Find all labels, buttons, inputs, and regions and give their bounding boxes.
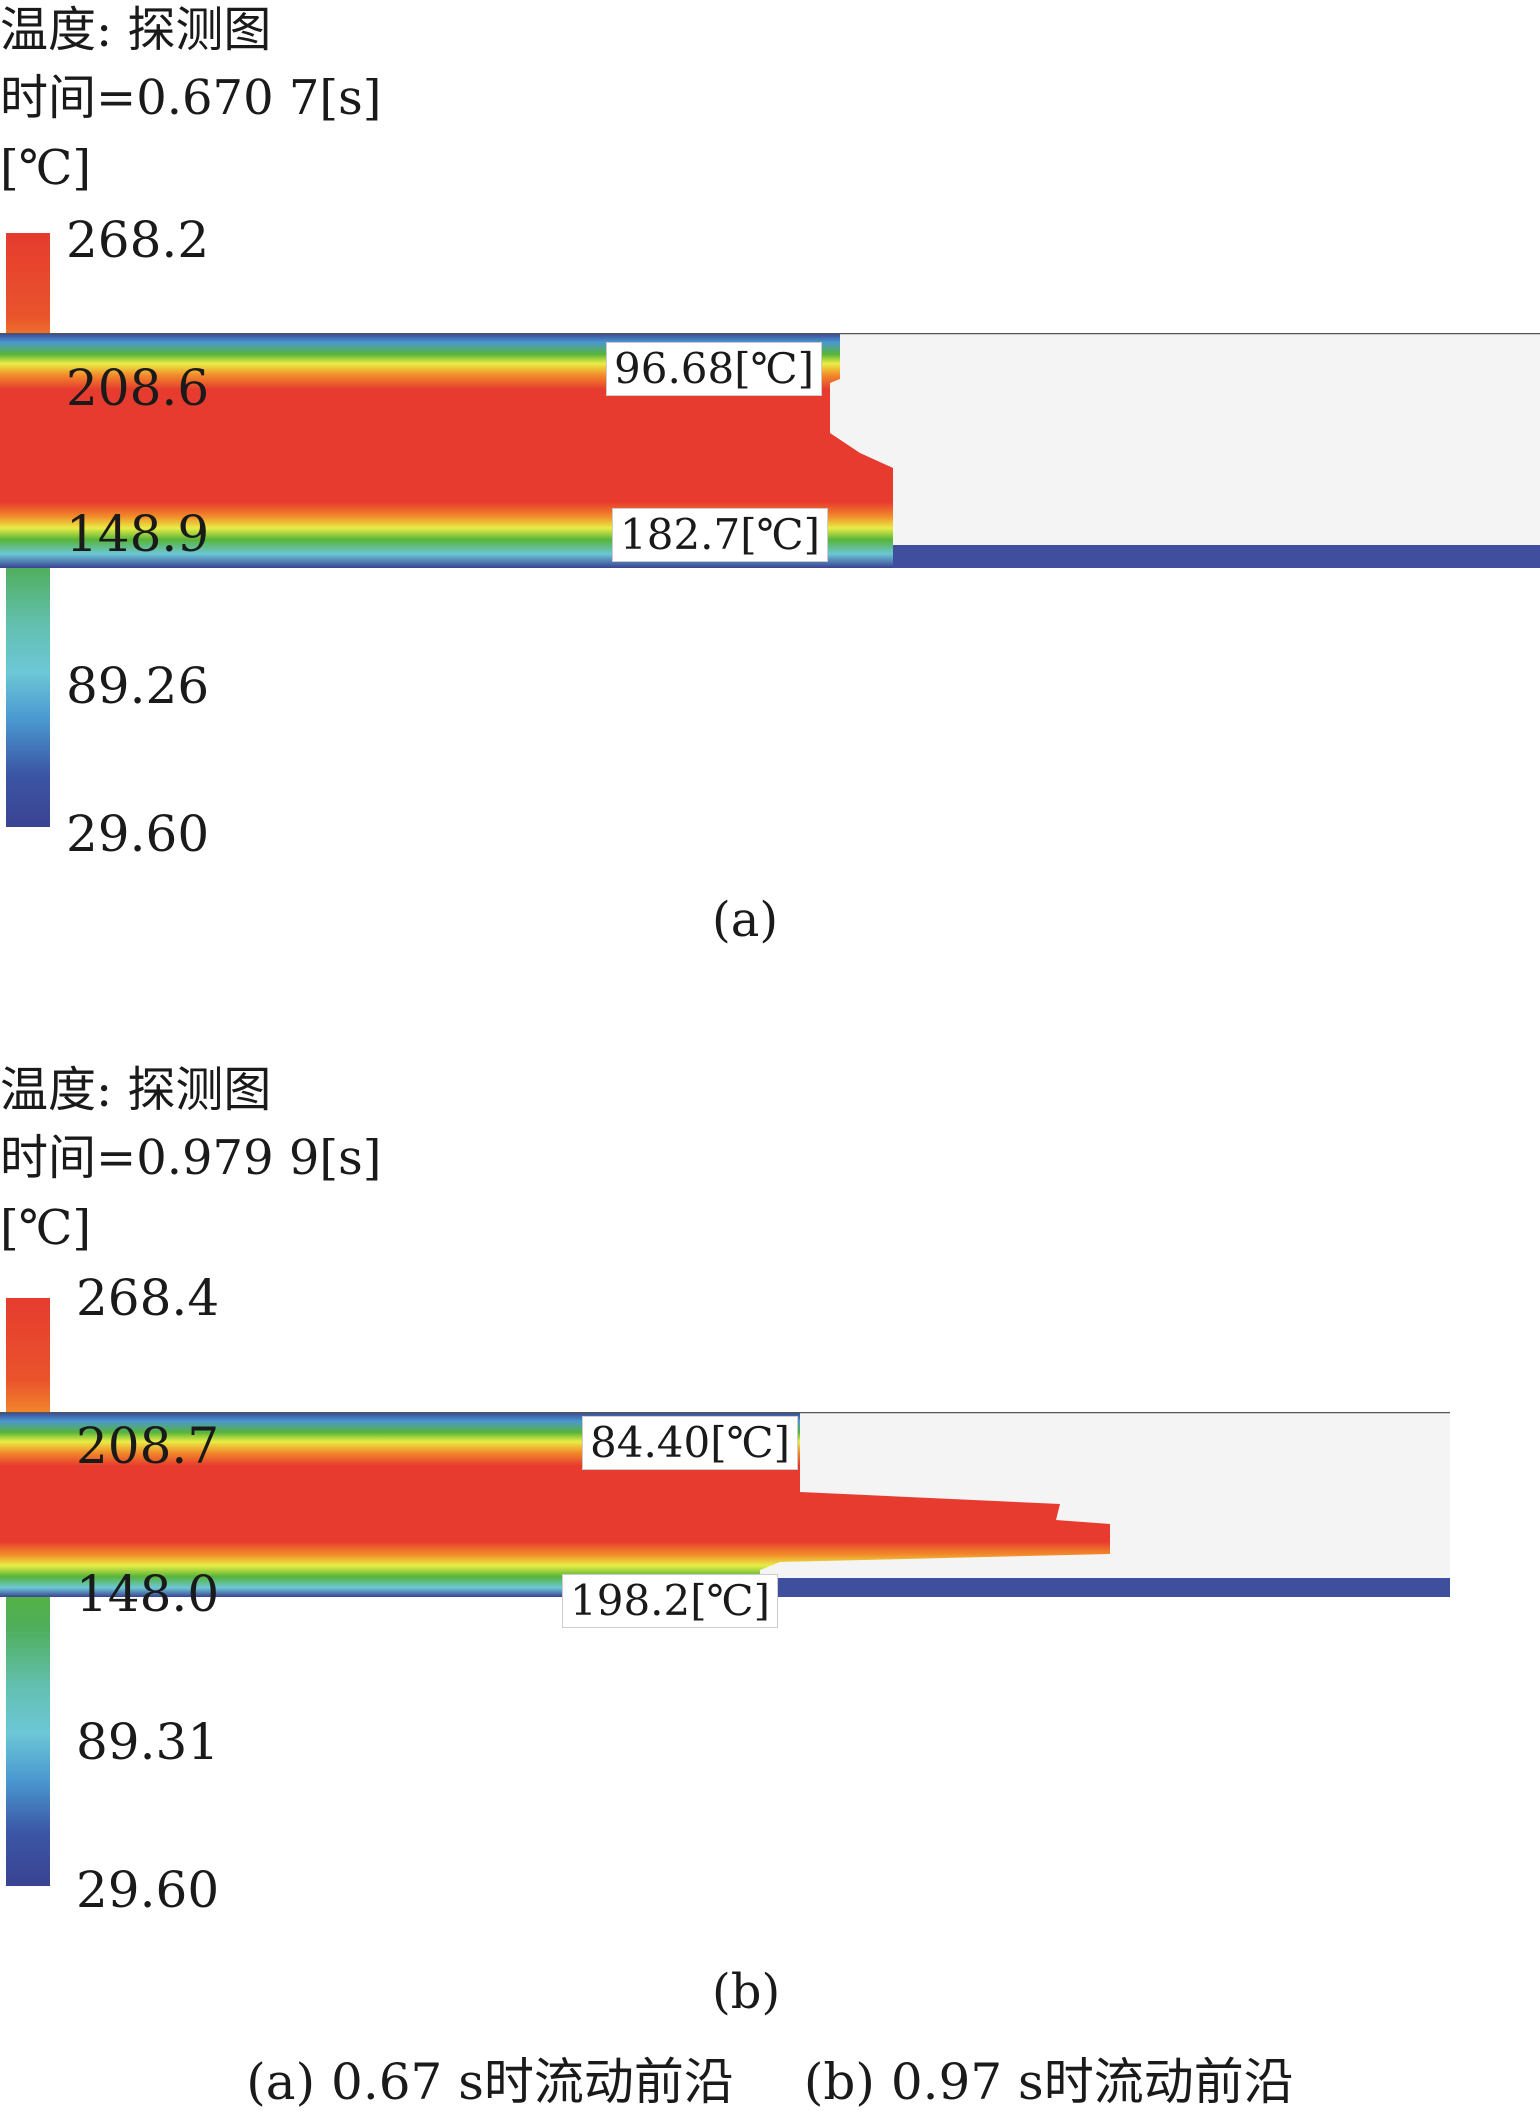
cavity-bottom-wall bbox=[893, 545, 1540, 568]
panel-sublabel: (b) bbox=[712, 1964, 781, 2020]
caption-b: (b) 0.97 s时流动前沿 bbox=[803, 2053, 1294, 2111]
panel-b: 温度: 探测图 时间=0.979 9[s] [℃] 268. bbox=[0, 1060, 1540, 2020]
probe-label-top: 84.40[℃] bbox=[582, 1416, 798, 1470]
unit-label: [℃] bbox=[0, 140, 92, 196]
time-readout: 时间=0.670 7[s] bbox=[0, 70, 382, 126]
cavity-bottom-wall bbox=[760, 1578, 1450, 1597]
scale-tick-max: 268.4 bbox=[76, 1269, 220, 1327]
panel-sublabel: (a) bbox=[712, 892, 779, 948]
scale-tick-3: 148.9 bbox=[66, 505, 210, 563]
scale-tick-2: 208.6 bbox=[66, 359, 210, 417]
probe-label-bottom: 198.2[℃] bbox=[562, 1574, 778, 1628]
probe-plot-title: 温度: 探测图 bbox=[0, 2, 272, 58]
panel-a: 温度: 探测图 时间=0.670 7[s] [℃] 268. bbox=[0, 0, 1540, 960]
probe-plot-title: 温度: 探测图 bbox=[0, 1062, 272, 1118]
scale-tick-min: 29.60 bbox=[76, 1861, 220, 1919]
scale-tick-2: 208.7 bbox=[76, 1417, 220, 1475]
caption-a: (a) 0.67 s时流动前沿 bbox=[246, 2053, 734, 2111]
melt-region bbox=[0, 1412, 1450, 1597]
figure-caption: (a) 0.67 s时流动前沿 (b) 0.97 s时流动前沿 bbox=[0, 2052, 1540, 2112]
scale-tick-max: 268.2 bbox=[66, 211, 210, 269]
probe-label-bottom: 182.7[℃] bbox=[612, 508, 828, 562]
scale-tick-min: 29.60 bbox=[66, 805, 210, 863]
time-readout: 时间=0.979 9[s] bbox=[0, 1130, 382, 1186]
unit-label: [℃] bbox=[0, 1200, 92, 1256]
probe-label-top: 96.68[℃] bbox=[606, 342, 822, 396]
scale-tick-4: 89.31 bbox=[76, 1713, 220, 1771]
melt-region bbox=[0, 333, 1540, 568]
scale-tick-4: 89.26 bbox=[66, 657, 210, 715]
scale-tick-3: 148.0 bbox=[76, 1565, 220, 1623]
